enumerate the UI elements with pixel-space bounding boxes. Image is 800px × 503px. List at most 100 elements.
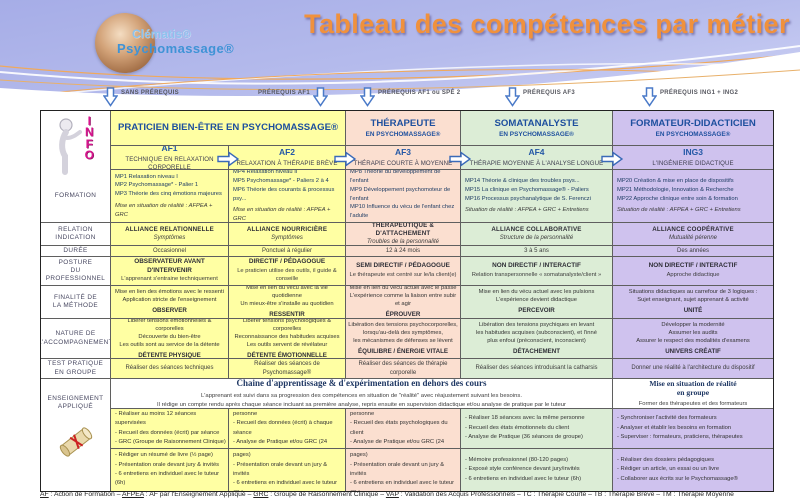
down-arrow-icon [103,87,118,107]
cell-af3-relation: THÉRAPEUTIQUE & D'ATTACHEMENT Troubles de… [346,223,461,246]
footer-text: : Groupe de Raisonnement Clinique – [268,491,386,498]
cell-af3-test: Réaliser des séances de thérapie corpore… [346,359,461,379]
cell-af1-bullets1: - Réaliser au moins 12 séances supervisé… [111,409,229,449]
row-label-relation: RELATION INDICATION [41,223,111,246]
profession-title: THÉRAPEUTE [370,117,436,129]
footer-abbr: AFPEA [121,491,144,498]
cell-af4-duree: 3 à 5 ans [461,246,613,257]
cell-af4-bullets2: - Mémoire professionnel (80-120 pages) - … [461,449,613,491]
cell-af2-relation: ALLIANCE NOURRICIÈRE Symptômes [229,223,346,246]
profession-title: FORMATEUR-DIDACTICIEN [630,117,756,129]
header-ing3: ING3 L'INGÉNIERIE DIDACTIQUE [613,146,773,170]
row-label-nature: NATURE DE L'ACCOMPAGNEMENT [41,319,111,359]
cell-af2-posture: DIRECTIF / PÉDAGOGUE Le praticien utilise… [229,257,346,286]
cell-af3-finalite: Mise en lien du vécu actuel avec le pass… [346,286,461,319]
row-label-posture: POSTURE DU PROFESSIONNEL [41,257,111,286]
af-subtitle: THÉRAPIE COURTE À MOYENNE [353,159,453,167]
diploma-scroll-icon [59,427,92,457]
cell-af1-relation: ALLIANCE RELATIONNELLE Symptômes [111,223,229,246]
header-af1: AF1 TECHNIQUE EN RELAXATION CORPORELLE [111,146,229,170]
cell-af1-nature: Libérer tensions émotionnelles & corpore… [111,319,229,359]
enseignement-label: ENSEIGNEMENT APPLIQUÉ [47,395,104,411]
row-label-test: TEST PRATIQUE EN GROUPE [41,359,111,379]
cell-af4-finalite: Mise en lien du vécu actuel avec les pul… [461,286,613,319]
down-arrow-icon [642,87,657,107]
cell-af1-finalite: Mise en lien des émotions avec le ressen… [111,286,229,319]
cell-ing3-test: Donner une réalité à l'architecture du d… [613,359,773,379]
profession-title: PRATICIEN BIEN-ÊTRE EN PSYCHOMASSAGE® [117,122,339,134]
cell-af1-bullets2: - Rédiger un résumé de livre (½ page) - P… [111,449,229,491]
cell-ing3-bullets1: - Synchroniser l'activité des formateurs… [613,409,773,449]
right-arrow-icon [217,151,239,167]
row-label-formation: FORMATION [54,192,97,199]
header-formateur: FORMATEUR-DIDACTICIEN EN PSYCHOMASSAGE® [613,111,773,146]
down-arrow-icon [360,87,375,107]
cell-af1-test: Réaliser des séances techniques [111,359,229,379]
prereq-label: PRÉREQUIS AF3 [523,90,576,96]
af-subtitle: THÉRAPIE MOYENNE À L'ANALYSE LONGUE [469,159,604,167]
af-name: AF2 [278,147,296,158]
cell-ing3-formation: MP20 Création & mise en place de disposi… [613,170,773,223]
profession-subtitle: EN PSYCHOMASSAGE® [655,130,731,138]
down-arrow-icon [313,87,329,107]
cell-ing3-bullets2: - Réaliser des dossiers pédagogiques - Ré… [613,449,773,491]
header-praticien: PRATICIEN BIEN-ÊTRE EN PSYCHOMASSAGE® [111,111,346,146]
down-arrow-icon [505,87,520,107]
cell-af3-bullets2: - Rédiger un dossier thématique (40-60 p… [346,449,461,491]
cell-af2-finalite: Mise en lien du vécu avec la vie quotidi… [229,286,346,319]
cell-af3-nature: Libération des tensions psychocorporelle… [346,319,461,359]
header-af4: AF4 THÉRAPIE MOYENNE À L'ANALYSE LONGUE [461,146,613,170]
right-arrow-icon [601,151,623,167]
logo-image [95,13,155,73]
row-label-enseignement: ENSEIGNEMENT APPLIQUÉ [41,379,111,491]
cell-af1-formation: MP1 Relaxation niveau I MP2 Psychomassage… [111,170,229,223]
cell-af4-formation: MP14 Théorie & clinique des troubles psy… [461,170,613,223]
cell-af2-duree: Ponctuel à régulier [229,246,346,257]
cell-ing3-finalite: Situations didactiques au carrefour de 3… [613,286,773,319]
header-somatanalyste: SOMATANALYSTE EN PSYCHOMASSAGE® [461,111,613,146]
af-name: AF4 [528,147,545,158]
profession-subtitle: EN PSYCHOMASSAGE® [499,130,574,138]
header-af3: AF3 THÉRAPIE COURTE À MOYENNE [346,146,461,170]
row-label-duree: DURÉE [41,246,111,257]
af-name: AF1 [161,146,178,154]
header-therapeute: THÉRAPEUTE EN PSYCHOMASSAGE® [346,111,461,146]
cell-af4-relation: ALLIANCE COLLABORATIVE Structure de la pe… [461,223,613,246]
cell-ing3-enseignement: Mise en situation de réalité en groupe For… [613,379,773,409]
cell-ing3-duree: Des années [613,246,773,257]
cell-af2-test: Réaliser des séances de Psychomassage® [229,359,346,379]
cell-af3-formation: MP7 La régression en Psychomassage* - Pa… [346,170,461,223]
prereq-label: SANS PRÉREQUIS [121,90,179,96]
af-subtitle: RELAXATION À THÉRAPIE BRÈVE [236,159,338,167]
af-subtitle: L'INGÉNIERIE DIDACTIQUE [652,159,734,167]
af-subtitle: TECHNIQUE EN RELAXATION CORPORELLE [125,155,214,170]
cell-ing3-nature: Développer la modernité Assumer les audit… [613,319,773,359]
cell-af3-bullets1: - Mener 18 séances avec la même personne… [346,409,461,449]
prereq-group-af4: PRÉREQUIS AF3 [505,87,575,107]
right-arrow-icon [449,151,471,167]
cell-af1-duree: Occasionnel [111,246,229,257]
cell-af1-posture: OBSERVATEUR AVANT D'INTERVENIR L'apprenan… [111,257,229,286]
af-name: ING3 [683,147,703,158]
cell-af4-test: Réaliser des séances introduisant la cat… [461,359,613,379]
prereq-label: PRÉREQUIS AF1 [258,90,311,96]
profession-subtitle: EN PSYCHOMASSAGE® [365,130,441,138]
cell-ing3-relation: ALLIANCE COOPÉRATIVE Mutualité pérenne [613,223,773,246]
footer-legend: AF : Action de Formation – AFPEA : AF pa… [40,491,780,498]
prereq-label: PRÉREQUIS AF1 ou SPÉ 2 [378,90,461,96]
cell-af3-duree: 12 à 24 mois [346,246,461,257]
cell-af4-posture: NON DIRECTIF / INTERACTIF Relation transp… [461,257,613,286]
prereq-group-af2: PRÉREQUIS AF1 [258,87,329,107]
footer-abbr: GRC [253,491,269,498]
prereq-group-af3: PRÉREQUIS AF1 ou SPÉ 2 [360,87,460,107]
cell-af4-bullets1: - Réaliser 18 séances avec la même perso… [461,409,613,449]
brand-name-clematis: Clématis® [132,27,191,41]
prereq-group-ing3: PRÉREQUIS ING1 + ING2 [642,87,738,107]
header-decoration [0,45,800,97]
footer-abbr: AF [40,491,49,498]
brand-name-psychomassage: Psychomassage® [117,41,235,56]
row-label-finalite: FINALITÉ DE LA MÉTHODE [41,286,111,319]
cell-af2-bullets1: - Mener 15 séances avec la même personne… [229,409,346,449]
